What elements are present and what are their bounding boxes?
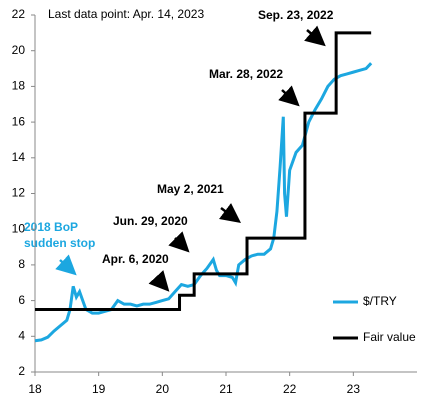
annotation: sudden stop [24,236,95,250]
annotation: Mar. 28, 2022 [209,67,283,81]
x-tick-label: 20 [156,382,170,396]
x-tick-label: 21 [219,382,233,396]
annotation: 2018 BoP [24,220,78,234]
arrow [278,85,300,107]
y-tick-label: 22 [12,7,26,21]
y-tick-label: 8 [18,257,25,271]
series-line [35,31,372,312]
y-tick-label: 6 [18,293,25,307]
y-tick-label: 12 [12,186,26,200]
x-tick-label: 18 [28,382,42,396]
annotation: Apr. 6, 2020 [102,252,169,266]
y-tick-label: 18 [12,79,26,93]
y-tick-label: 10 [12,221,26,235]
arrow [168,231,190,253]
y-tick-label: 14 [12,150,26,164]
arrow [148,270,170,292]
y-tick-label: 16 [12,114,26,128]
x-tick-label: 19 [92,382,106,396]
legend-label: Fair value [363,330,416,344]
x-tick-label: 23 [347,382,361,396]
y-tick-label: 20 [12,43,26,57]
annotation: Last data point: Apr. 14, 2023 [48,7,204,21]
arrow [219,203,241,223]
series-line [34,62,373,343]
arrow [304,25,326,47]
annotation: May 2, 2021 [157,182,224,196]
arrow [55,254,77,276]
y-tick-label: 4 [18,328,25,342]
legend-label: $/TRY [363,294,397,308]
x-tick-label: 22 [283,382,297,396]
annotation: Sep. 23, 2022 [258,8,334,22]
y-tick-label: 2 [18,364,25,378]
annotation: Jun. 29, 2020 [113,214,188,228]
